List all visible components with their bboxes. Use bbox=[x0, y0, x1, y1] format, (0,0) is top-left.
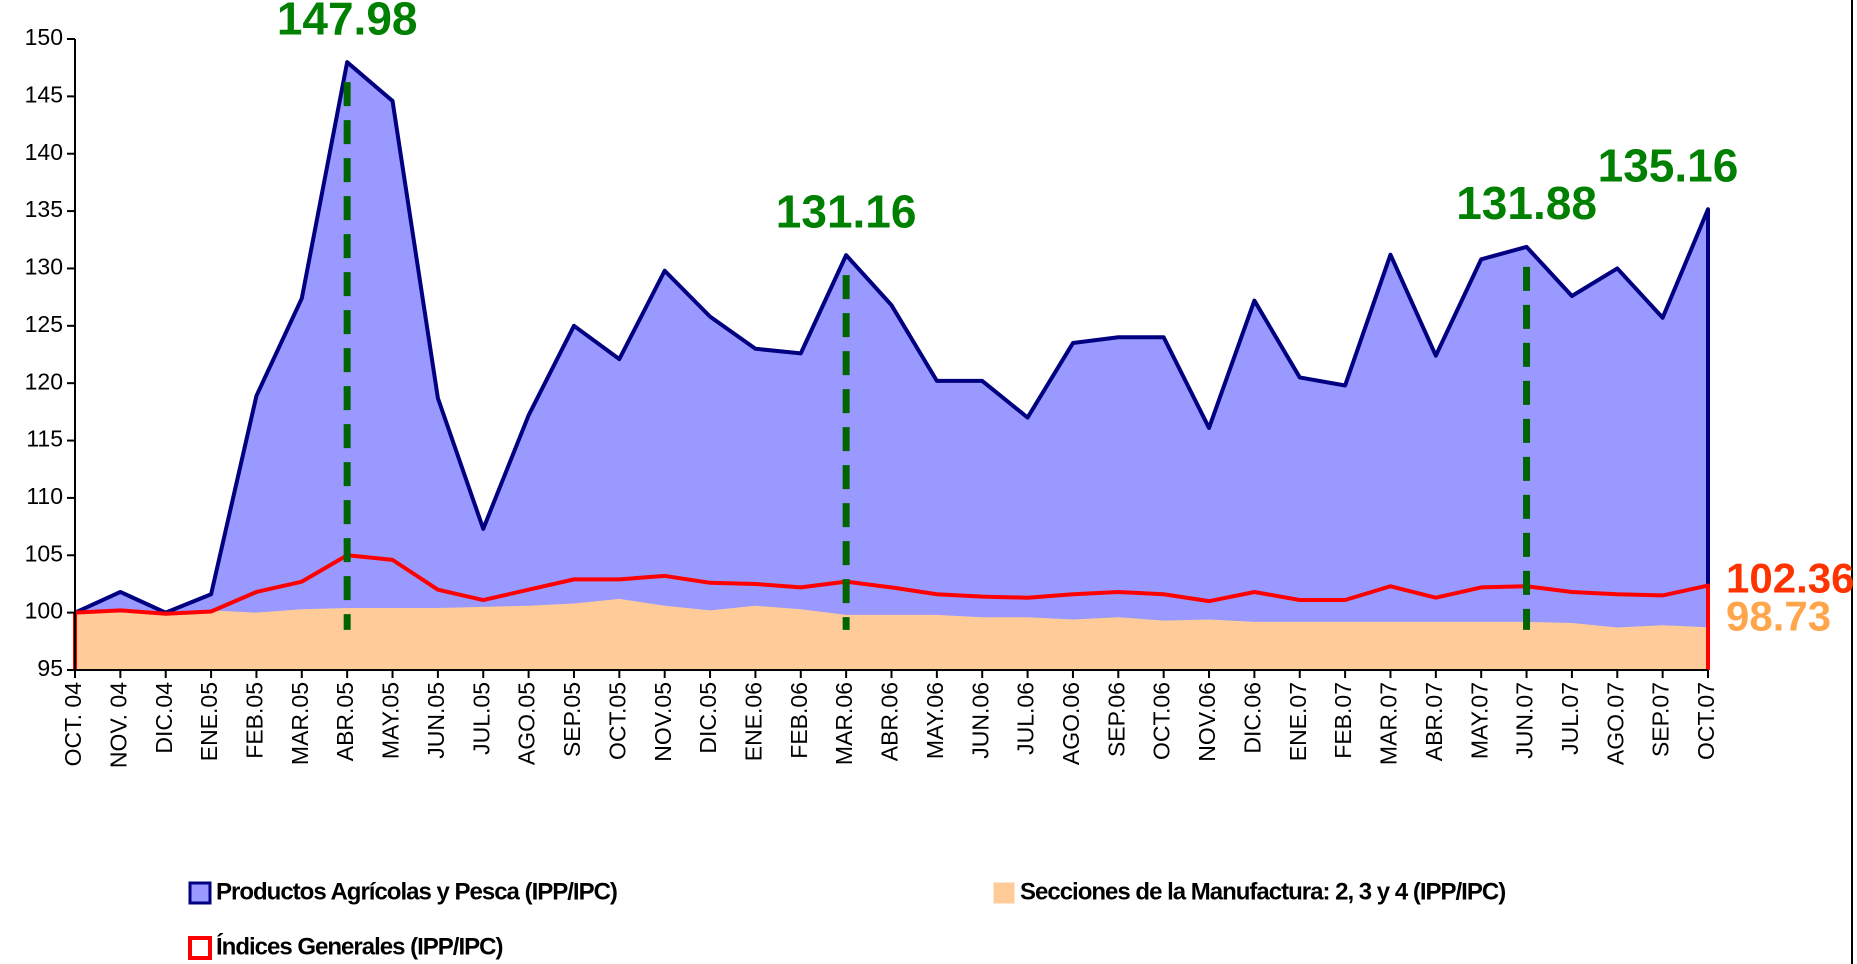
y-tick-label: 110 bbox=[26, 483, 63, 509]
y-tick-label: 100 bbox=[25, 598, 63, 624]
x-tick-label: OCT.05 bbox=[604, 682, 630, 760]
x-tick-label: OCT.07 bbox=[1693, 682, 1719, 760]
annotation: 102.36 bbox=[1726, 555, 1854, 602]
x-tick-label: OCT.06 bbox=[1149, 682, 1175, 760]
legend-label: Productos Agrícolas y Pesca (IPP/IPC) bbox=[216, 878, 617, 905]
x-tick-label: JUN.06 bbox=[967, 682, 993, 759]
x-tick-label: ABR.05 bbox=[332, 682, 358, 761]
x-tick-label: DIC.04 bbox=[151, 682, 177, 754]
x-tick-label: ENE.07 bbox=[1285, 682, 1311, 761]
annotation: 135.16 bbox=[1598, 139, 1739, 191]
x-tick-label: SEP.06 bbox=[1103, 682, 1129, 757]
x-tick-label: AGO.06 bbox=[1058, 682, 1084, 765]
annotation: 131.16 bbox=[776, 185, 917, 237]
y-tick-label: 140 bbox=[25, 139, 63, 165]
area bbox=[75, 598, 1708, 670]
x-tick-label: JUN.05 bbox=[423, 682, 449, 759]
x-tick-label: DIC.05 bbox=[695, 682, 721, 754]
x-tick-label: SEP.05 bbox=[559, 682, 585, 757]
x-tick-label: NOV. 04 bbox=[105, 682, 131, 768]
y-tick-label: 145 bbox=[25, 81, 63, 107]
annotation: 98.73 bbox=[1726, 592, 1831, 639]
y-tick-label: 150 bbox=[25, 24, 63, 50]
y-tick-label: 95 bbox=[37, 655, 63, 681]
area-line bbox=[74, 60, 1710, 670]
x-tick-label: JUN.07 bbox=[1512, 682, 1538, 759]
x-tick-label: MAY.06 bbox=[922, 682, 948, 759]
x-tick-label: MAR.06 bbox=[831, 682, 857, 765]
y-tick-label: 115 bbox=[26, 426, 63, 452]
x-tick-label: JUL.05 bbox=[468, 682, 494, 755]
x-tick-label: FEB.06 bbox=[786, 682, 812, 759]
x-tick-label: MAY.05 bbox=[378, 682, 404, 759]
legend-swatch bbox=[188, 936, 212, 960]
legend-label: Índices Generales (IPP/IPC) bbox=[216, 932, 502, 960]
x-tick-label: FEB.05 bbox=[242, 682, 268, 759]
x-tick-label: MAY.07 bbox=[1466, 682, 1492, 759]
legend-swatch bbox=[188, 881, 212, 905]
area bbox=[75, 62, 1708, 670]
x-tick-label: SEP.07 bbox=[1648, 682, 1674, 757]
y-tick-label: 125 bbox=[25, 311, 63, 337]
x-tick-label: NOV.06 bbox=[1194, 682, 1220, 762]
y-tick-label: 120 bbox=[25, 368, 63, 394]
x-tick-label: ENE.05 bbox=[196, 682, 222, 761]
x-tick-label: MAR.07 bbox=[1376, 682, 1402, 765]
legend-swatch bbox=[993, 882, 1015, 904]
legend-label: Secciones de la Manufactura: 2, 3 y 4 (I… bbox=[1020, 878, 1505, 905]
x-tick-label: AGO.05 bbox=[514, 682, 540, 765]
annotation: 131.88 bbox=[1456, 177, 1597, 229]
x-tick-label: AGO.07 bbox=[1602, 682, 1628, 765]
x-tick-label: MAR.05 bbox=[287, 682, 313, 765]
y-tick-label: 130 bbox=[25, 254, 63, 280]
x-tick-label: ENE.06 bbox=[740, 682, 766, 761]
y-tick-label: 105 bbox=[25, 540, 63, 566]
x-tick-label: OCT. 04 bbox=[60, 682, 86, 767]
x-tick-label: DIC.06 bbox=[1239, 682, 1265, 754]
x-tick-label: ABR.06 bbox=[877, 682, 903, 761]
x-tick-label: ABR.07 bbox=[1421, 682, 1447, 761]
y-tick-label: 135 bbox=[25, 196, 63, 222]
annotation: 147.98 bbox=[277, 0, 418, 44]
x-tick-label: FEB.07 bbox=[1330, 682, 1356, 759]
x-tick-label: JUL.06 bbox=[1013, 682, 1039, 755]
x-tick-label: JUL.07 bbox=[1557, 682, 1583, 755]
x-tick-label: NOV.05 bbox=[650, 682, 676, 762]
